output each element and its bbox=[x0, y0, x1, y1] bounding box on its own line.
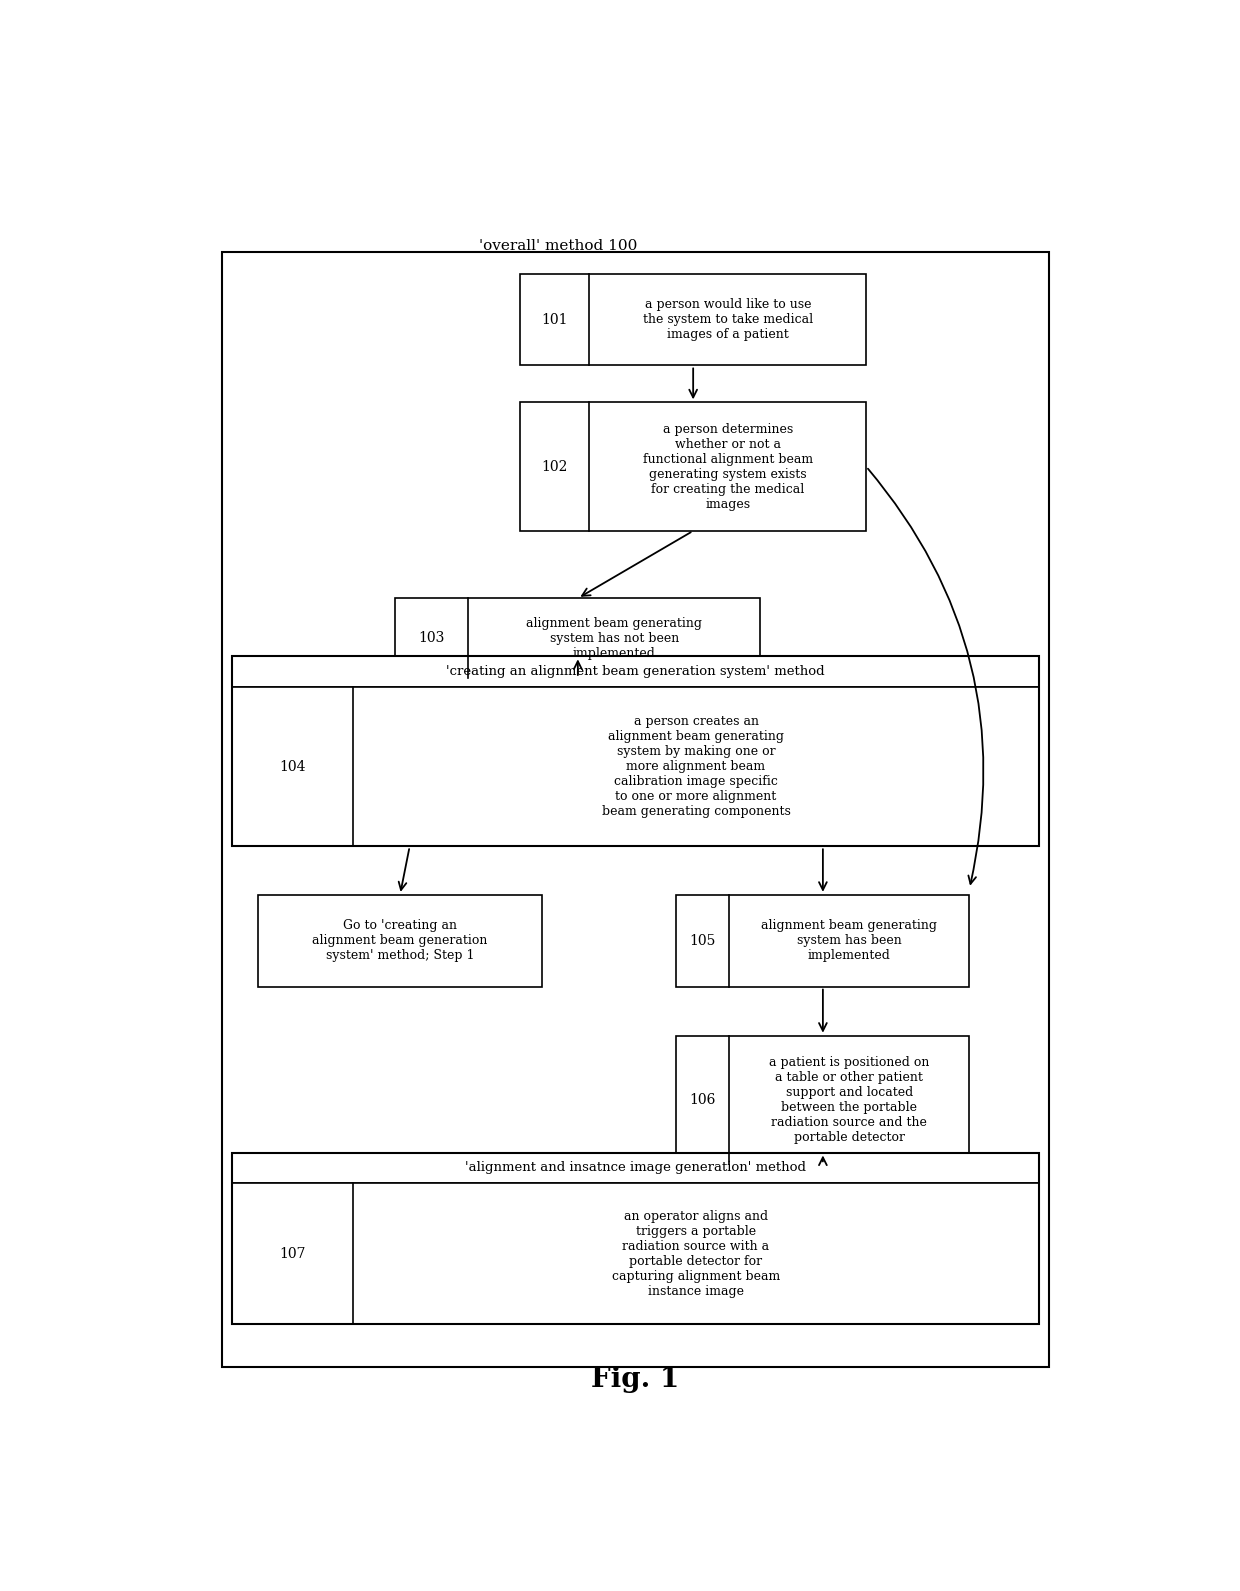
Text: a person determines
whether or not a
functional alignment beam
generating system: a person determines whether or not a fun… bbox=[642, 423, 812, 511]
Bar bbox=[676, 894, 970, 986]
Text: alignment beam generating
system has been
implemented: alignment beam generating system has bee… bbox=[761, 920, 937, 963]
Text: Go to 'creating an
alignment beam generation
system' method; Step 1: Go to 'creating an alignment beam genera… bbox=[312, 920, 487, 963]
Bar bbox=[232, 657, 1039, 846]
Text: 102: 102 bbox=[542, 460, 568, 474]
Text: 101: 101 bbox=[542, 312, 568, 326]
Text: alignment beam generating
system has not been
implemented: alignment beam generating system has not… bbox=[526, 617, 702, 660]
FancyArrowPatch shape bbox=[868, 469, 983, 885]
Text: 'overall' method 100: 'overall' method 100 bbox=[480, 239, 637, 253]
Text: an operator aligns and
triggers a portable
radiation source with a
portable dete: an operator aligns and triggers a portab… bbox=[611, 1209, 780, 1298]
Text: Fig. 1: Fig. 1 bbox=[591, 1365, 680, 1392]
Text: 106: 106 bbox=[689, 1093, 715, 1107]
Bar bbox=[232, 1152, 1039, 1184]
Bar bbox=[258, 894, 542, 986]
Bar bbox=[232, 657, 1039, 687]
Text: 107: 107 bbox=[279, 1247, 306, 1260]
Text: a person would like to use
the system to take medical
images of a patient: a person would like to use the system to… bbox=[642, 298, 812, 340]
Bar bbox=[222, 253, 1049, 1367]
Bar bbox=[396, 598, 760, 678]
Bar bbox=[232, 1152, 1039, 1324]
Text: a person creates an
alignment beam generating
system by making one or
more align: a person creates an alignment beam gener… bbox=[601, 716, 790, 818]
Text: 'creating an alignment beam generation system' method: 'creating an alignment beam generation s… bbox=[446, 665, 825, 678]
Text: 104: 104 bbox=[279, 760, 306, 773]
Bar bbox=[676, 1036, 970, 1165]
Text: a patient is positioned on
a table or other patient
support and located
between : a patient is positioned on a table or ot… bbox=[769, 1056, 930, 1144]
Text: 105: 105 bbox=[689, 934, 715, 948]
Bar bbox=[521, 403, 866, 531]
Bar bbox=[521, 274, 866, 366]
Text: 'alignment and insatnce image generation' method: 'alignment and insatnce image generation… bbox=[465, 1161, 806, 1174]
Text: 103: 103 bbox=[419, 632, 445, 644]
Bar bbox=[232, 1184, 1039, 1324]
Bar bbox=[232, 687, 1039, 846]
